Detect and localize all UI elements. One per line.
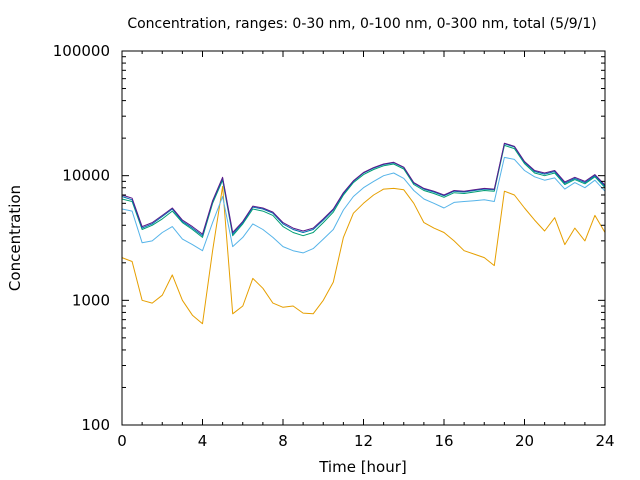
x-tick-label: 12 bbox=[354, 432, 373, 450]
x-axis: 0 4 8 12 16 20 24 bbox=[117, 51, 615, 450]
y-axis: 100 1000 10000 100000 bbox=[53, 42, 605, 434]
x-tick-label: 24 bbox=[595, 432, 614, 450]
series-line-2 bbox=[121, 156, 606, 254]
y-tick-label: 10000 bbox=[62, 167, 110, 185]
x-tick-label: 0 bbox=[117, 432, 127, 450]
y-tick-label: 100 bbox=[81, 416, 110, 434]
y-axis-label: Concentration bbox=[6, 185, 24, 291]
plot-area bbox=[121, 142, 606, 325]
x-tick-label: 16 bbox=[434, 432, 453, 450]
series-line-5 bbox=[121, 142, 606, 235]
x-tick-label: 4 bbox=[198, 432, 208, 450]
x-tick-label: 20 bbox=[515, 432, 534, 450]
series-line-1 bbox=[121, 185, 606, 325]
x-axis-label: Time [hour] bbox=[318, 458, 407, 476]
series-line-3 bbox=[121, 144, 606, 238]
y-tick-label: 100000 bbox=[53, 42, 110, 60]
series-line-4 bbox=[121, 143, 606, 237]
y-tick-label: 1000 bbox=[72, 291, 110, 309]
chart-title: Concentration, ranges: 0-30 nm, 0-100 nm… bbox=[127, 16, 596, 32]
x-tick-label: 8 bbox=[278, 432, 288, 450]
plot-frame bbox=[121, 50, 606, 426]
